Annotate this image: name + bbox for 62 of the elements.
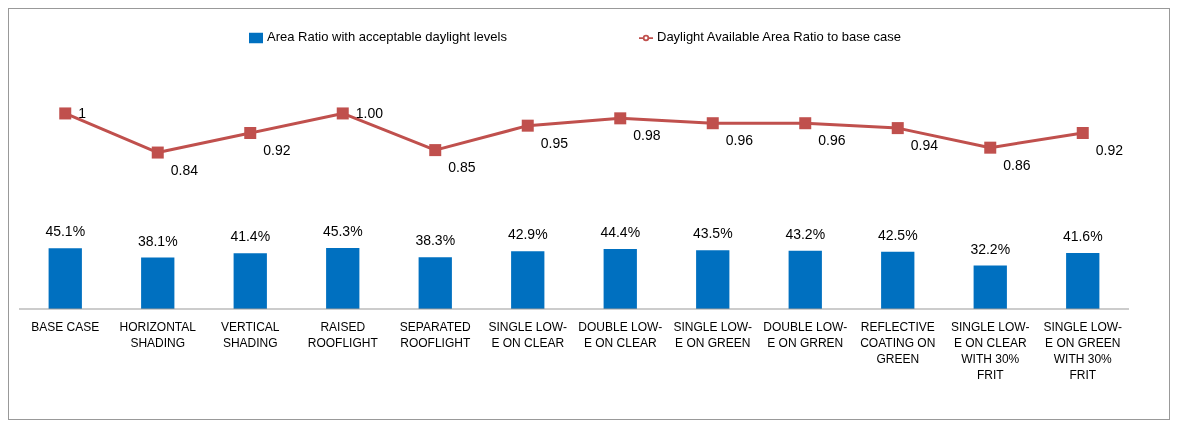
- data-label: 41.6%: [1062, 227, 1103, 244]
- data-label: 41.4%: [230, 228, 271, 245]
- data-label: 0.96: [725, 132, 754, 149]
- point: [891, 122, 904, 135]
- data-label: 0.92: [263, 142, 291, 158]
- bar: [233, 253, 267, 309]
- x-tick-label: SINGLE LOW-E ON CLEAR: [488, 320, 567, 350]
- x-tick-label: HORIZONTAL SHADING: [119, 320, 197, 350]
- point: [429, 144, 442, 157]
- point: [336, 107, 349, 120]
- data-label: 1.00: [355, 105, 384, 122]
- bar: [973, 265, 1007, 309]
- bar: [326, 247, 360, 309]
- x-tick-label: VERTICAL SHADING: [221, 320, 280, 350]
- data-label: 1: [78, 105, 87, 122]
- data-label: 43.5%: [692, 225, 733, 242]
- bar: [603, 249, 637, 309]
- data-label: 0.98: [633, 127, 661, 144]
- x-tick-label: SEPARATED ROOFLIGHT: [399, 320, 472, 350]
- point: [1076, 127, 1089, 139]
- x-tick-label: SINGLE LOW-E ON GREEN WITH 30% FRIT: [1043, 320, 1122, 382]
- bar: [1066, 252, 1100, 309]
- point: [614, 112, 627, 125]
- x-tick-label: DOUBLE LOW-E ON GRREN: [763, 320, 848, 350]
- data-label: 42.9%: [507, 226, 548, 243]
- bar: [511, 251, 545, 309]
- data-label: 0.84: [170, 161, 199, 178]
- data-label: 0.86: [1003, 156, 1031, 173]
- point: [706, 117, 719, 130]
- bar: [48, 248, 82, 309]
- data-label: 45.1%: [45, 223, 86, 240]
- data-label: 0.95: [540, 134, 569, 151]
- data-label: 32.2%: [970, 240, 1011, 257]
- legend-label: Area Ratio with acceptable daylight levels: [267, 29, 507, 44]
- x-tick-label: RAISED ROOFLIGHT: [307, 320, 379, 350]
- data-label: 43.2%: [785, 225, 826, 242]
- point: [799, 117, 812, 130]
- x-tick-label: REFLECTIVE COATING ON GREEN: [860, 320, 936, 366]
- legend-label: Daylight Available Area Ratio to base case: [657, 29, 902, 44]
- point: [151, 146, 164, 159]
- bar: [788, 250, 822, 309]
- point: [984, 141, 997, 154]
- bar: [418, 257, 452, 309]
- data-label: 0.94: [910, 137, 939, 154]
- bar: [696, 250, 730, 309]
- data-label: 0.92: [1095, 142, 1124, 158]
- bar: [881, 251, 915, 309]
- point: [521, 119, 534, 132]
- x-tick-label: BASE CASE: [31, 320, 100, 334]
- point: [244, 127, 257, 139]
- x-tick-label: SINGLE LOW-E ON CLEAR WITH 30% FRIT: [951, 320, 1030, 382]
- data-label: 42.5%: [877, 226, 918, 243]
- x-tick-label: DOUBLE LOW-E ON CLEAR: [578, 320, 663, 350]
- x-tick-label: SINGLE LOW-E ON GREEN: [673, 320, 752, 350]
- data-label: 38.1%: [137, 232, 178, 249]
- point: [59, 107, 72, 120]
- data-label: 45.3%: [322, 222, 363, 239]
- data-label: 44.4%: [600, 224, 641, 241]
- data-label: 0.85: [448, 159, 476, 176]
- data-label: 38.3%: [415, 232, 456, 249]
- data-label: 0.96: [818, 132, 846, 149]
- bar: [141, 257, 175, 309]
